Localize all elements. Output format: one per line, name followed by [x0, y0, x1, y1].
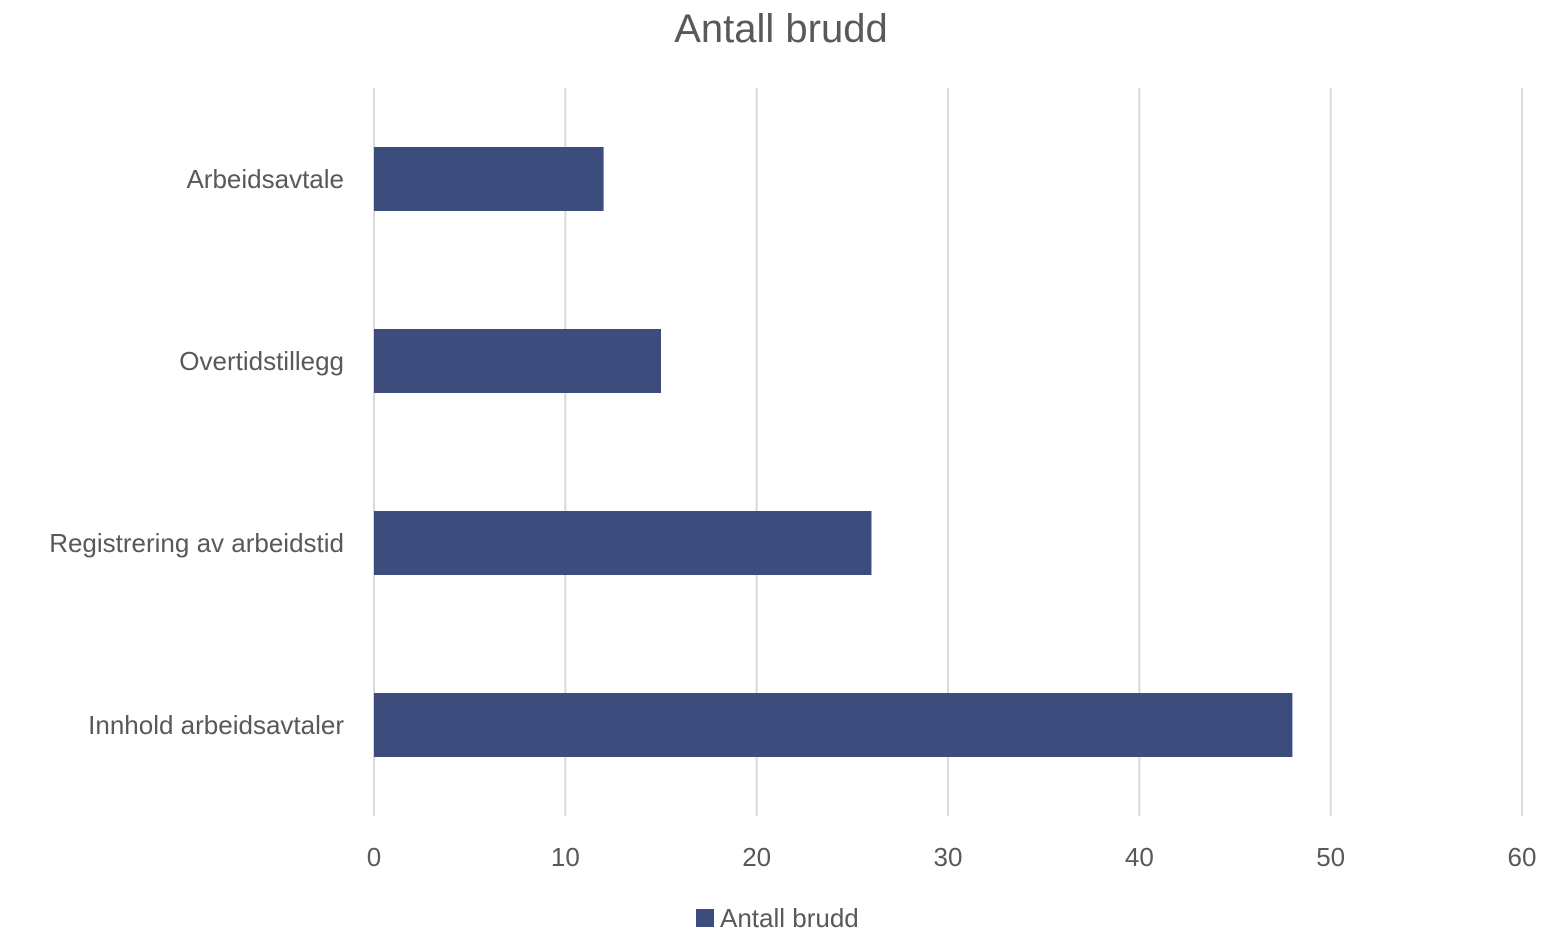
category-label-3: Registrering av arbeidstid	[49, 528, 344, 558]
category-label-1: Arbeidsavtale	[186, 164, 344, 194]
bar-2	[374, 329, 661, 393]
x-tick-label-60: 60	[1508, 842, 1537, 872]
x-tick-label-0: 0	[367, 842, 381, 872]
legend-label: Antall brudd	[720, 903, 859, 933]
bar-4	[374, 693, 1293, 757]
chart-title: Antall brudd	[674, 7, 887, 51]
x-tick-label-10: 10	[551, 842, 580, 872]
category-label-4: Innhold arbeidsavtaler	[88, 710, 344, 740]
category-label-2: Overtidstillegg	[179, 346, 344, 376]
x-tick-label-20: 20	[742, 842, 771, 872]
x-tick-label-40: 40	[1125, 842, 1154, 872]
x-axis-tick-labels: 0 10 20 30 40 50 60	[367, 842, 1537, 872]
bar-3	[374, 511, 872, 575]
legend-swatch	[696, 909, 714, 927]
bar-1	[374, 147, 604, 211]
x-tick-label-30: 30	[934, 842, 963, 872]
x-tick-label-50: 50	[1316, 842, 1345, 872]
legend: Antall brudd	[696, 903, 859, 933]
category-labels: Arbeidsavtale Overtidstillegg Registrering…	[49, 164, 344, 740]
bars	[374, 147, 1293, 757]
